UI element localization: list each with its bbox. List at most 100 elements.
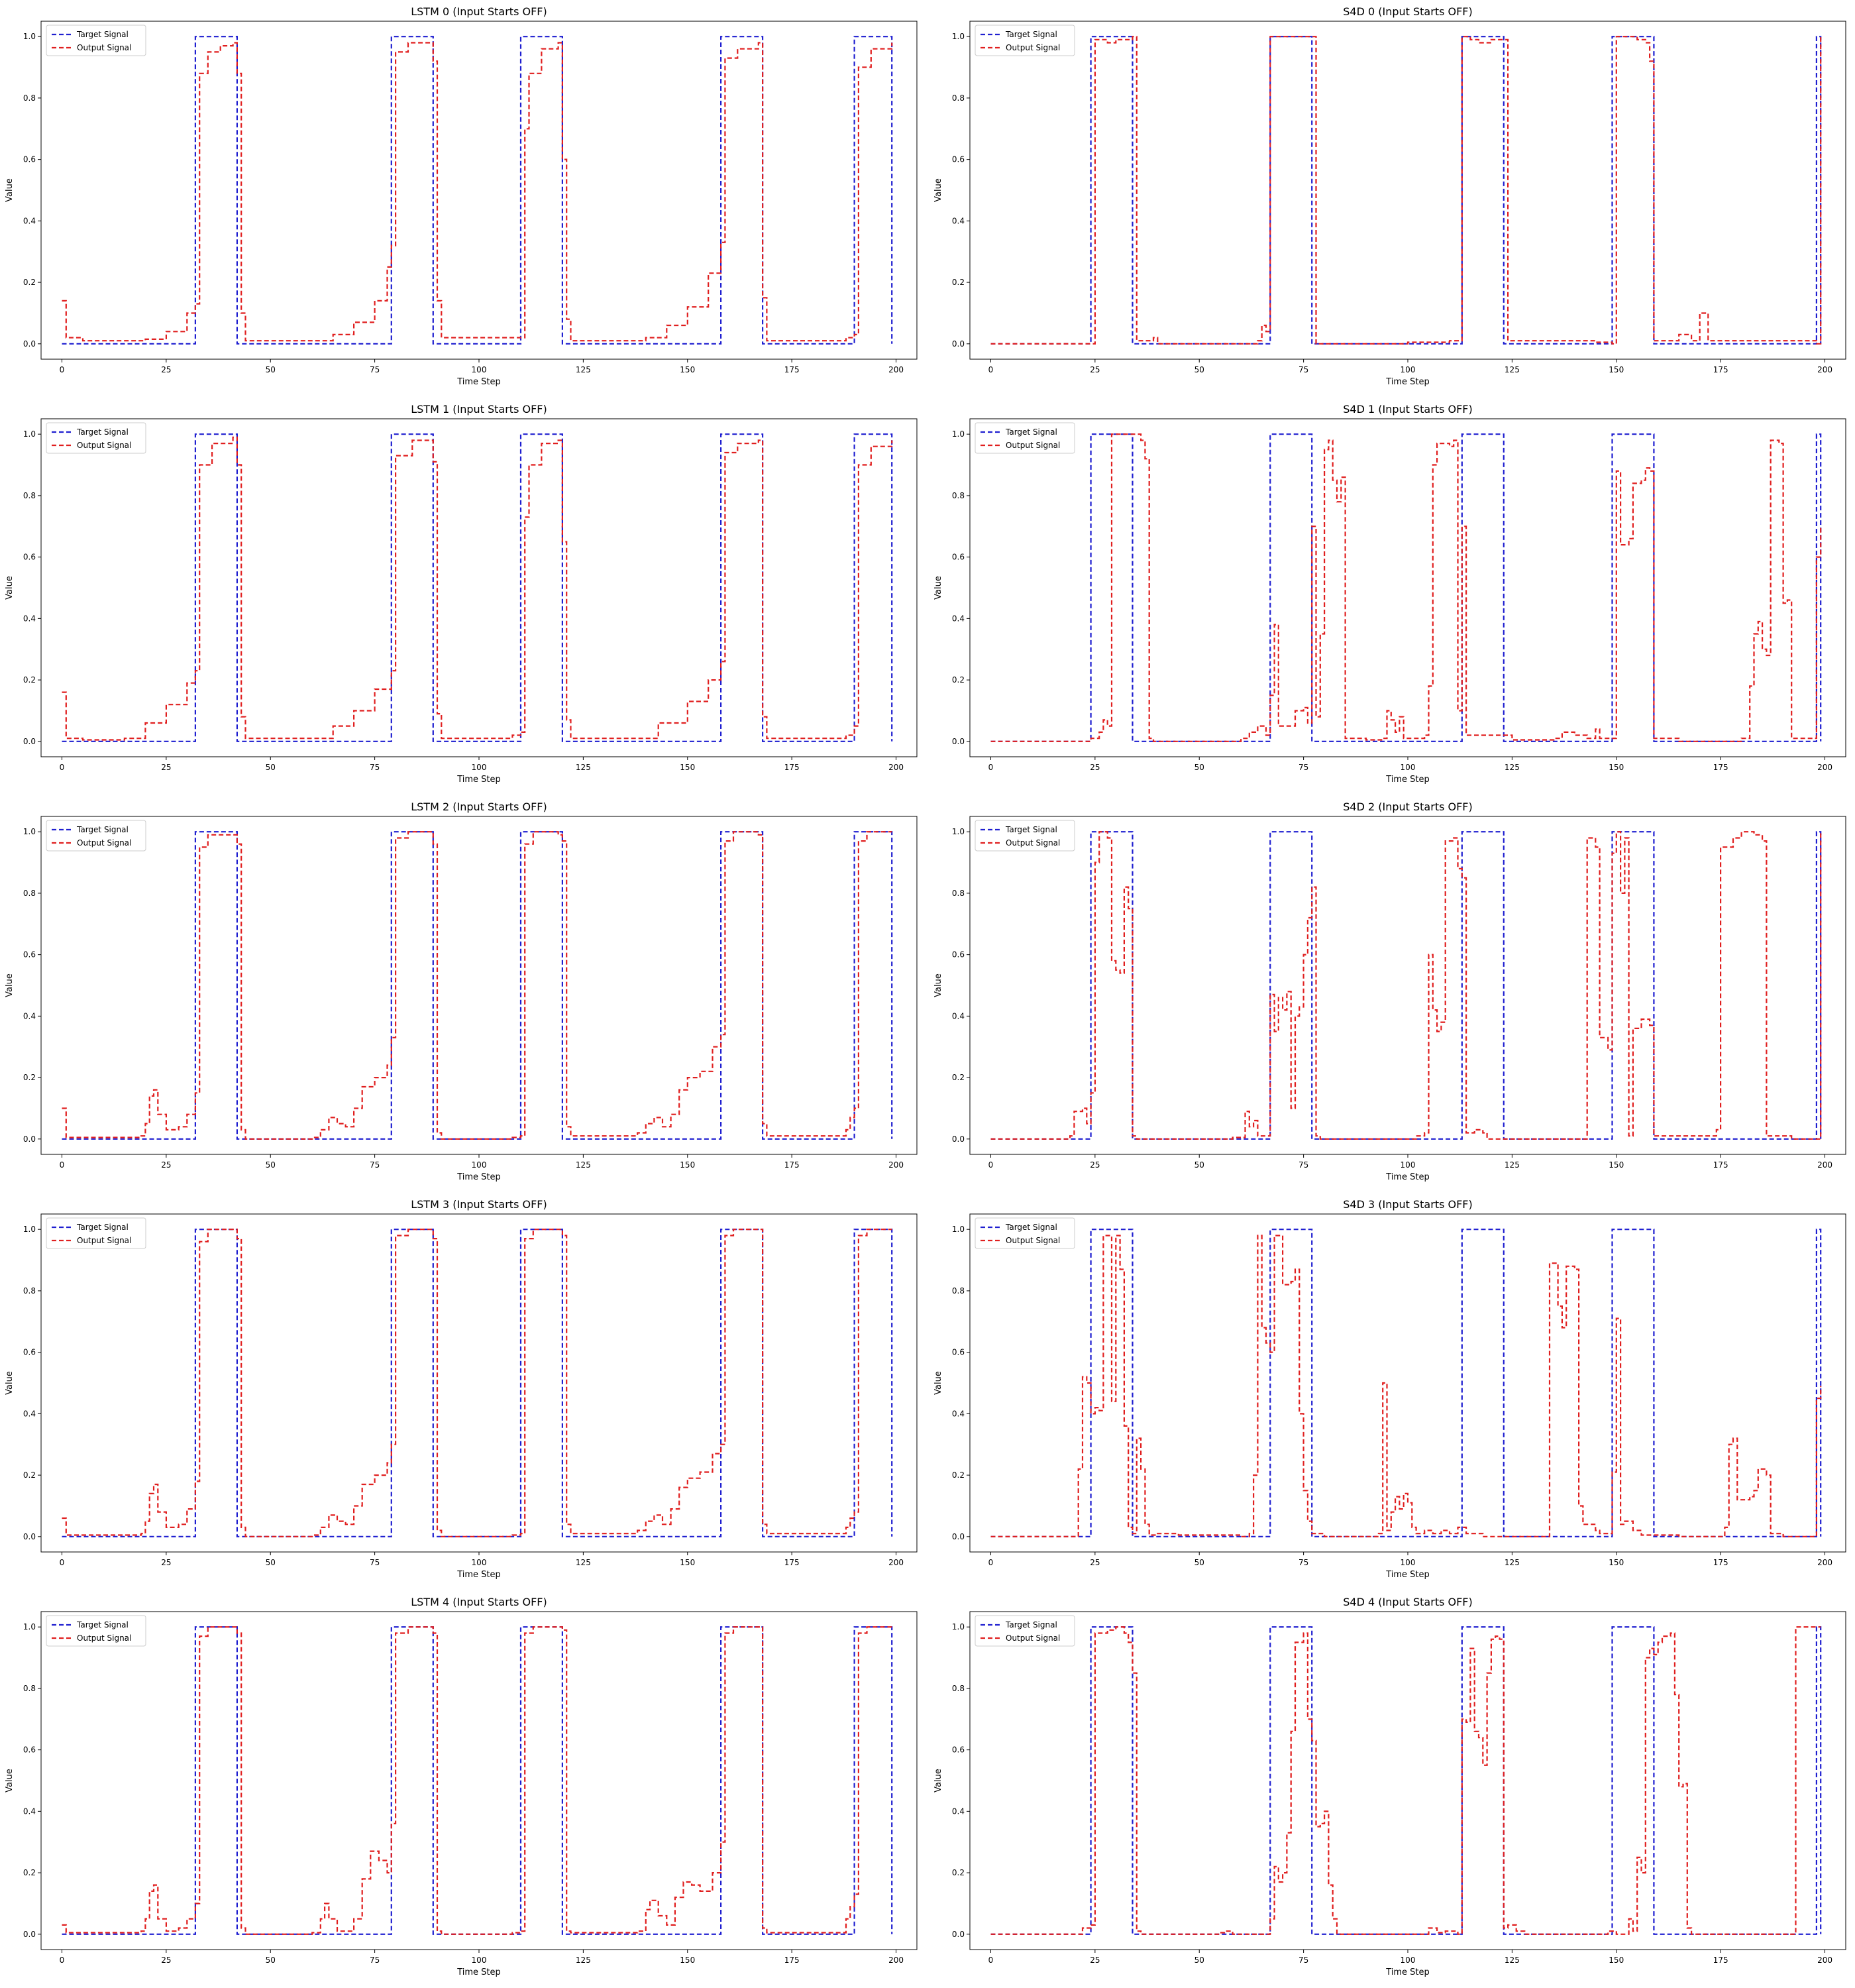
panel-2: LSTM 1 (Input Starts OFF) 0 25 50 75 100 125 15… bbox=[5, 403, 918, 785]
y-tick-label: 0.6 bbox=[952, 155, 965, 164]
y-tick-label: 0.2 bbox=[952, 1868, 965, 1877]
x-axis-label: Time Step bbox=[1385, 1570, 1430, 1580]
x-tick-label: 25 bbox=[161, 1558, 171, 1567]
x-tick-label: 150 bbox=[1609, 1160, 1624, 1170]
y-tick-label: 0.6 bbox=[952, 950, 965, 960]
x-tick-label: 50 bbox=[1194, 365, 1204, 374]
legend-label: Target Signal bbox=[76, 1223, 129, 1232]
x-axis-label: Time Step bbox=[456, 1967, 501, 1977]
x-tick-label: 75 bbox=[370, 1160, 380, 1170]
x-tick-label: 200 bbox=[888, 1956, 904, 1965]
x-tick-label: 50 bbox=[266, 1956, 276, 1965]
x-axis-label: Time Step bbox=[456, 1570, 501, 1580]
target-signal-line bbox=[62, 433, 893, 742]
panel-title: S4D 4 (Input Starts OFF) bbox=[1343, 1596, 1473, 1608]
plot-area bbox=[40, 816, 918, 1155]
x-tick-label: 75 bbox=[370, 365, 380, 374]
y-axis-label: Value bbox=[5, 1769, 15, 1793]
y-tick-label: 0.0 bbox=[23, 339, 36, 349]
target-signal-line bbox=[990, 433, 1822, 742]
legend-label: Output Signal bbox=[77, 43, 131, 52]
plot-area bbox=[40, 418, 918, 757]
x-tick-label: 150 bbox=[1609, 365, 1624, 374]
x-tick-label: 25 bbox=[1090, 365, 1100, 374]
y-tick-label: 0.6 bbox=[23, 553, 36, 562]
x-tick-label: 200 bbox=[1817, 763, 1832, 772]
x-tick-label: 175 bbox=[784, 1956, 800, 1965]
x-tick-label: 200 bbox=[1817, 1956, 1832, 1965]
legend-label: Output Signal bbox=[1006, 43, 1060, 52]
x-tick-label: 125 bbox=[1505, 1956, 1520, 1965]
y-tick-label: 0.0 bbox=[23, 1134, 36, 1144]
y-axis-label: Value bbox=[5, 1371, 15, 1395]
output-signal-line bbox=[990, 1626, 1821, 1935]
legend-label: Target Signal bbox=[76, 427, 129, 437]
x-tick-label: 0 bbox=[60, 1558, 65, 1567]
plot-area bbox=[969, 418, 1846, 757]
x-tick-label: 75 bbox=[370, 1956, 380, 1965]
x-tick-label: 50 bbox=[266, 1558, 276, 1567]
x-tick-label: 75 bbox=[1298, 1160, 1308, 1170]
y-tick-label: 0.4 bbox=[23, 614, 36, 623]
output-signal-line bbox=[990, 433, 1822, 742]
y-axis-label: Value bbox=[5, 178, 15, 202]
y-tick-label: 0.8 bbox=[23, 1684, 36, 1693]
y-tick-label: 0.0 bbox=[23, 1930, 36, 1939]
x-tick-label: 150 bbox=[680, 1160, 695, 1170]
legend-label: Target Signal bbox=[1005, 1223, 1057, 1232]
y-tick-label: 0.6 bbox=[23, 950, 36, 960]
panel-title: LSTM 1 (Input Starts OFF) bbox=[411, 403, 547, 415]
panel-6: LSTM 3 (Input Starts OFF) 0 25 50 75 100 125 15… bbox=[5, 1198, 918, 1580]
y-tick-label: 0.4 bbox=[23, 1806, 36, 1816]
x-tick-label: 125 bbox=[576, 365, 591, 374]
x-tick-label: 0 bbox=[988, 1558, 994, 1567]
panel-4: LSTM 2 (Input Starts OFF) 0 25 50 75 100 125 15… bbox=[5, 801, 918, 1182]
y-tick-label: 0.4 bbox=[23, 1409, 36, 1418]
panel-title: S4D 3 (Input Starts OFF) bbox=[1343, 1198, 1473, 1211]
y-tick-label: 0.8 bbox=[952, 1286, 965, 1296]
x-tick-label: 100 bbox=[472, 1558, 487, 1567]
legend-label: Output Signal bbox=[1006, 838, 1060, 848]
x-tick-label: 25 bbox=[161, 1956, 171, 1965]
y-tick-label: 0.0 bbox=[952, 339, 965, 349]
y-tick-label: 0.8 bbox=[23, 93, 36, 103]
panel-8: LSTM 4 (Input Starts OFF) 0 25 50 75 100 125 15… bbox=[5, 1596, 918, 1977]
legend-box bbox=[46, 820, 146, 852]
y-tick-label: 0.0 bbox=[952, 1134, 965, 1144]
legend-label: Output Signal bbox=[1006, 441, 1060, 450]
y-tick-label: 1.0 bbox=[23, 827, 36, 836]
target-signal-line bbox=[990, 36, 1822, 345]
output-signal-line bbox=[62, 436, 893, 741]
y-tick-label: 1.0 bbox=[952, 429, 965, 439]
output-signal-line bbox=[62, 42, 893, 342]
legend: Target Signal Output Signal bbox=[46, 820, 146, 852]
output-signal-line bbox=[990, 36, 1822, 345]
legend-box bbox=[975, 422, 1075, 454]
target-signal-line bbox=[62, 1229, 893, 1537]
legend-label: Target Signal bbox=[76, 1620, 129, 1629]
legend-label: Target Signal bbox=[1005, 30, 1057, 39]
x-axis-label: Time Step bbox=[1385, 1967, 1430, 1977]
x-tick-label: 100 bbox=[472, 1956, 487, 1965]
x-tick-label: 175 bbox=[784, 763, 800, 772]
x-tick-label: 25 bbox=[1090, 763, 1100, 772]
legend-label: Target Signal bbox=[1005, 427, 1057, 437]
legend-box bbox=[975, 25, 1075, 56]
y-tick-label: 0.6 bbox=[23, 1348, 36, 1357]
x-tick-label: 125 bbox=[1505, 1558, 1520, 1567]
x-tick-label: 50 bbox=[1194, 1558, 1204, 1567]
x-tick-label: 125 bbox=[576, 1558, 591, 1567]
x-tick-label: 0 bbox=[60, 763, 65, 772]
target-signal-line bbox=[62, 831, 893, 1140]
y-tick-label: 0.0 bbox=[23, 737, 36, 746]
plot-area bbox=[40, 1611, 918, 1950]
x-tick-label: 75 bbox=[370, 763, 380, 772]
y-tick-label: 0.2 bbox=[23, 675, 36, 685]
y-tick-label: 0.2 bbox=[23, 278, 36, 287]
x-tick-label: 175 bbox=[1713, 1160, 1728, 1170]
panel-title: LSTM 3 (Input Starts OFF) bbox=[411, 1198, 547, 1211]
legend-label: Target Signal bbox=[1005, 825, 1057, 834]
y-tick-label: 1.0 bbox=[23, 1622, 36, 1631]
y-tick-label: 0.8 bbox=[23, 1286, 36, 1296]
